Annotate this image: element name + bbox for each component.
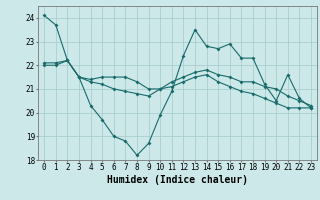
- X-axis label: Humidex (Indice chaleur): Humidex (Indice chaleur): [107, 175, 248, 185]
